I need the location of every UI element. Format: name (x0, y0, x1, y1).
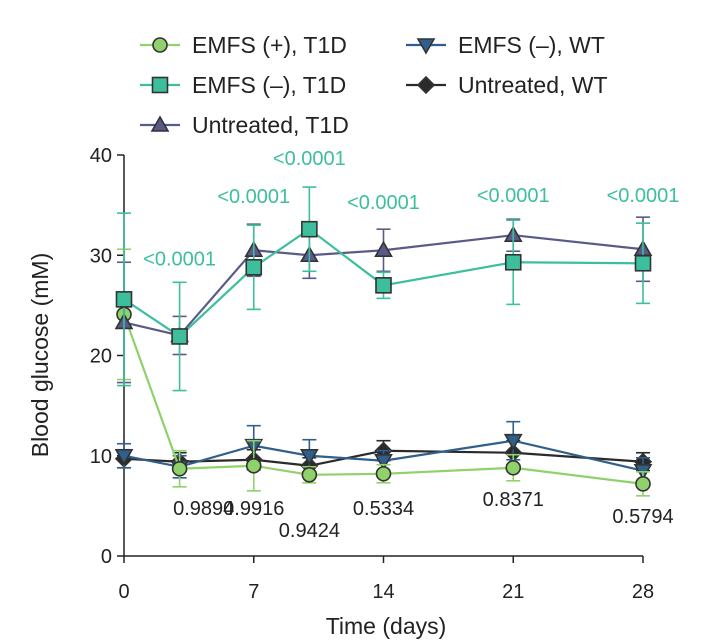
legend-label: Untreated, T1D (192, 112, 349, 138)
y-axis-label: Blood glucose (mM) (27, 253, 53, 458)
x-axis-label: Time (days) (326, 613, 447, 639)
data-point (245, 258, 263, 276)
series-layer (114, 186, 653, 497)
data-point (505, 459, 522, 476)
legend-marker (152, 37, 168, 53)
legend-marker (151, 76, 169, 94)
data-point (245, 457, 262, 474)
series-untreated-t1d (114, 216, 653, 384)
x-tick-label: 14 (372, 581, 394, 603)
p-value-label: <0.0001 (273, 148, 346, 170)
x-tick-label: 21 (502, 581, 524, 603)
p-value-label: <0.0001 (607, 185, 680, 207)
legend-entry: EMFS (–), T1D (140, 72, 346, 98)
series-emfs-t1d (116, 248, 651, 497)
data-point (375, 277, 392, 294)
y-tick-label: 20 (90, 346, 112, 368)
p-value-label: 0.5334 (353, 498, 414, 520)
data-point (299, 448, 319, 466)
axes: 0 10 20 30 40 0 7 14 21 28 (90, 145, 654, 603)
legend-label: EMFS (+), T1D (192, 32, 347, 58)
p-value-label: 0.9916 (223, 498, 284, 520)
p-value-label: 0.5794 (612, 506, 673, 528)
legend-marker (150, 115, 170, 132)
x-tick-label: 7 (248, 581, 259, 603)
data-point (301, 220, 318, 238)
p-value-label: 0.9424 (279, 520, 340, 542)
data-point (171, 460, 188, 477)
legend-label: Untreated, WT (458, 72, 608, 98)
legend-entry: EMFS (–), WT (406, 32, 605, 58)
legend-entry: EMFS (+), T1D (140, 32, 347, 58)
data-point (114, 448, 134, 466)
legend-marker (416, 38, 436, 55)
p-value-label: 0.8371 (483, 489, 544, 511)
data-point (504, 253, 522, 271)
p-value-label: <0.0001 (217, 186, 290, 208)
x-tick-label: 28 (632, 581, 654, 603)
p-value-label: 0.9894 (173, 498, 234, 520)
p-value-label: <0.0001 (143, 248, 216, 270)
data-point (375, 465, 392, 482)
data-point (374, 453, 393, 471)
p-value-label: <0.0001 (477, 185, 550, 207)
y-tick-label: 30 (90, 245, 112, 267)
y-tick-label: 0 (101, 546, 112, 568)
legend-label: EMFS (–), WT (458, 32, 605, 58)
legend: EMFS (+), T1D EMFS (–), T1D Untreated, T1D… (140, 32, 608, 138)
legend-marker (416, 75, 436, 95)
y-tick-label: 40 (90, 145, 112, 167)
data-point (634, 254, 652, 272)
y-tick-label: 10 (90, 446, 112, 468)
data-point (635, 476, 651, 492)
legend-entry: Untreated, WT (406, 72, 608, 98)
data-point (171, 328, 188, 345)
legend-entry: Untreated, T1D (140, 112, 349, 138)
data-point (503, 433, 523, 451)
series-emfs-t1d (115, 186, 652, 392)
legend-label: EMFS (–), T1D (192, 72, 346, 98)
data-point (374, 240, 393, 258)
p-value-label: <0.0001 (347, 192, 420, 214)
data-point (301, 466, 318, 483)
data-point (115, 291, 133, 308)
annotation-layer: <0.0001<0.0001<0.0001<0.0001 <0.0001 <0.00… (143, 148, 679, 542)
x-tick-label: 0 (118, 581, 129, 603)
